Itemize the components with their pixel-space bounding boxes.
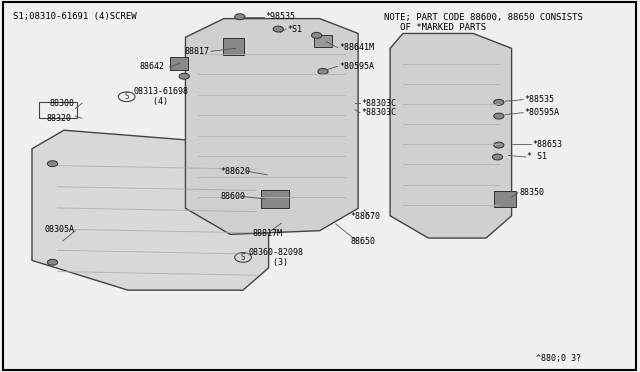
Text: 88600: 88600	[221, 192, 246, 201]
Circle shape	[273, 26, 284, 32]
Text: 08313-61698
    (4): 08313-61698 (4)	[133, 87, 188, 106]
Text: S: S	[241, 253, 245, 262]
Text: *88641M: *88641M	[339, 43, 374, 52]
FancyBboxPatch shape	[494, 191, 516, 207]
Text: *80595A: *80595A	[524, 108, 559, 117]
Text: 88642: 88642	[140, 62, 164, 71]
FancyBboxPatch shape	[261, 190, 289, 208]
Text: *88303C: *88303C	[362, 99, 396, 108]
Text: *88303C: *88303C	[362, 108, 396, 117]
Text: 08305A: 08305A	[45, 225, 75, 234]
Text: S: S	[124, 92, 129, 101]
Text: 88817: 88817	[184, 47, 209, 56]
Text: 88650: 88650	[351, 237, 376, 246]
Text: NOTE; PART CODE 88600, 88650 CONSISTS
   OF *MARKED PARTS: NOTE; PART CODE 88600, 88650 CONSISTS OF…	[384, 13, 582, 32]
FancyBboxPatch shape	[223, 38, 244, 55]
Polygon shape	[32, 130, 269, 290]
Text: S1;08310-61691 (4)SCREW: S1;08310-61691 (4)SCREW	[13, 12, 136, 21]
Text: 88817M: 88817M	[253, 229, 283, 238]
Text: *88535: *88535	[524, 95, 554, 104]
Text: *80595A: *80595A	[339, 62, 374, 71]
Text: 88320: 88320	[46, 114, 71, 123]
Polygon shape	[390, 33, 511, 238]
Text: 08360-82098
     (3): 08360-82098 (3)	[248, 248, 303, 267]
Text: *88653: *88653	[532, 140, 562, 149]
Circle shape	[493, 142, 504, 148]
Circle shape	[47, 161, 58, 167]
FancyBboxPatch shape	[314, 35, 332, 47]
Circle shape	[318, 68, 328, 74]
Text: *98535: *98535	[266, 12, 296, 21]
Text: ^880;0 3?: ^880;0 3?	[536, 355, 581, 363]
Text: *88670: *88670	[351, 212, 380, 221]
Text: 88300: 88300	[50, 99, 75, 108]
Text: *88620: *88620	[221, 167, 251, 176]
Circle shape	[235, 14, 245, 20]
Circle shape	[493, 99, 504, 105]
Circle shape	[47, 259, 58, 265]
Circle shape	[179, 73, 189, 79]
Circle shape	[493, 113, 504, 119]
Circle shape	[492, 154, 502, 160]
Circle shape	[312, 32, 322, 38]
Text: * S1: * S1	[527, 153, 547, 161]
Text: 88350: 88350	[519, 188, 544, 197]
FancyBboxPatch shape	[170, 57, 188, 70]
Text: *S1: *S1	[287, 25, 302, 33]
Polygon shape	[186, 19, 358, 234]
